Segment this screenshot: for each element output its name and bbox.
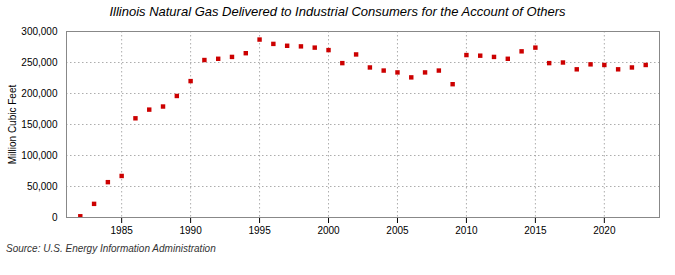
svg-text:2020: 2020 <box>593 225 616 236</box>
svg-text:250,000: 250,000 <box>21 57 58 68</box>
svg-text:300,000: 300,000 <box>21 26 58 37</box>
svg-text:0: 0 <box>52 212 58 223</box>
svg-text:150,000: 150,000 <box>21 119 58 130</box>
svg-text:2005: 2005 <box>386 225 409 236</box>
svg-text:2010: 2010 <box>455 225 478 236</box>
html-text:Source: U.S. Energy Informatio: Source: U.S. Energy Information Administ… <box>6 243 216 254</box>
svg-text:Million Cubic Feet: Million Cubic Feet <box>7 85 18 165</box>
svg-text:100,000: 100,000 <box>21 150 58 161</box>
svg-text:2000: 2000 <box>317 225 340 236</box>
svg-text:1990: 1990 <box>179 225 202 236</box>
svg-text:1985: 1985 <box>111 225 134 236</box>
svg-text:50,000: 50,000 <box>27 181 58 192</box>
html-text:Illinois Natural Gas Delivered: Illinois Natural Gas Delivered to Indust… <box>109 4 566 19</box>
svg-text:2015: 2015 <box>524 225 547 236</box>
svg-text:200,000: 200,000 <box>21 88 58 99</box>
svg-text:1995: 1995 <box>248 225 271 236</box>
